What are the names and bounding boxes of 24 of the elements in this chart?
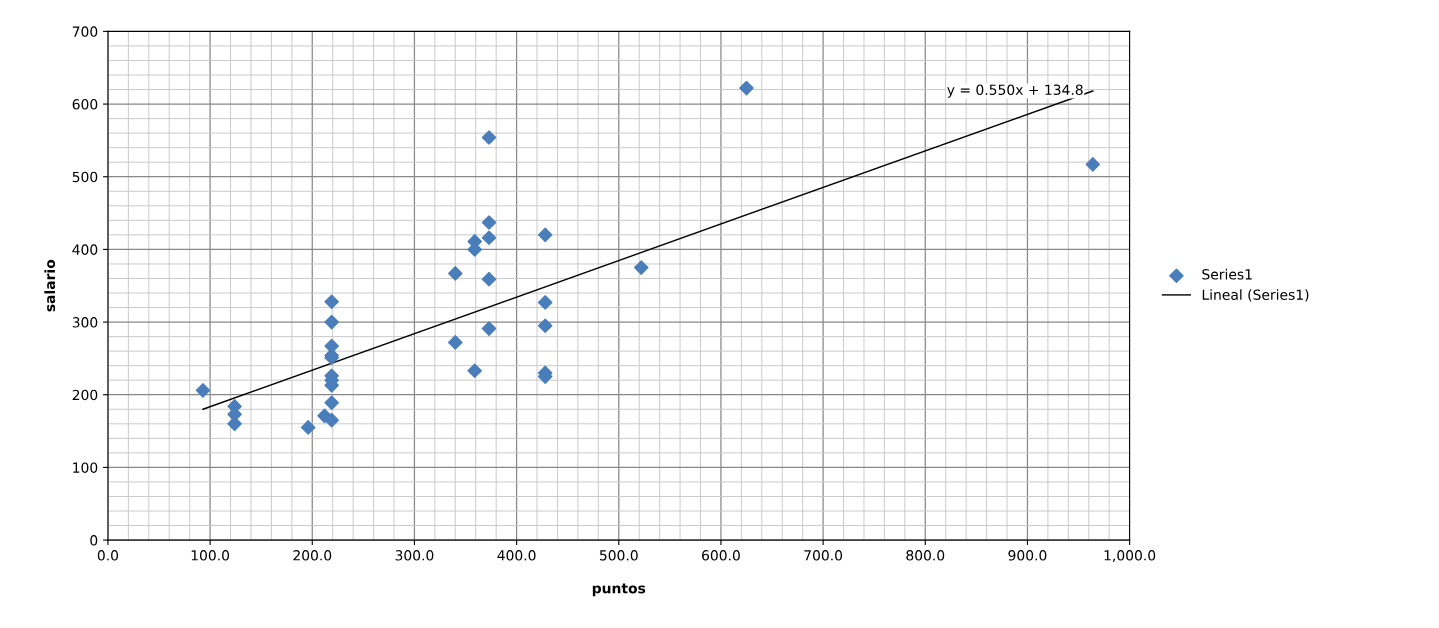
x-tick-label: 400.0	[497, 550, 536, 561]
x-tick-label: 900.0	[1008, 550, 1047, 561]
y-tick-label: 700	[72, 26, 98, 37]
y-tick-label: 0	[90, 535, 98, 546]
x-axis-title: puntos	[592, 583, 646, 597]
y-axis-title: salario	[44, 259, 56, 312]
y-tick-label: 300	[72, 317, 98, 328]
annotation: y = 0.550x + 134.8	[947, 84, 1083, 98]
x-tick-label: 300.0	[395, 550, 434, 561]
x-tick-label: 100.0	[191, 550, 230, 561]
x-tick-label: 0.0	[97, 550, 119, 561]
legend-label: Series1	[1202, 268, 1252, 280]
y-tick-label: 400	[72, 244, 98, 255]
y-tick-label: 500	[72, 171, 98, 183]
y-tick-label: 200	[72, 389, 98, 401]
x-tick-label: 500.0	[599, 550, 638, 561]
x-tick-label: 700.0	[804, 550, 843, 561]
y-tick-label: 100	[73, 462, 98, 473]
legend-label: Lineal (Series1)	[1202, 289, 1309, 302]
y-tick-label: 600	[72, 99, 98, 110]
x-tick-label: 200.0	[293, 550, 332, 561]
x-tick-label: 800.0	[906, 550, 945, 561]
x-tick-label: 600.0	[702, 550, 740, 561]
x-tick-label: 1,000.0	[1104, 550, 1156, 562]
